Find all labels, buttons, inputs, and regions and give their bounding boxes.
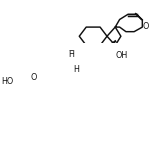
Text: H: H [73,65,79,74]
Text: O: O [30,73,36,82]
Text: H̅: H̅ [69,50,74,59]
Text: HO: HO [1,77,14,86]
Text: O: O [143,22,149,31]
Text: OH: OH [116,51,128,60]
